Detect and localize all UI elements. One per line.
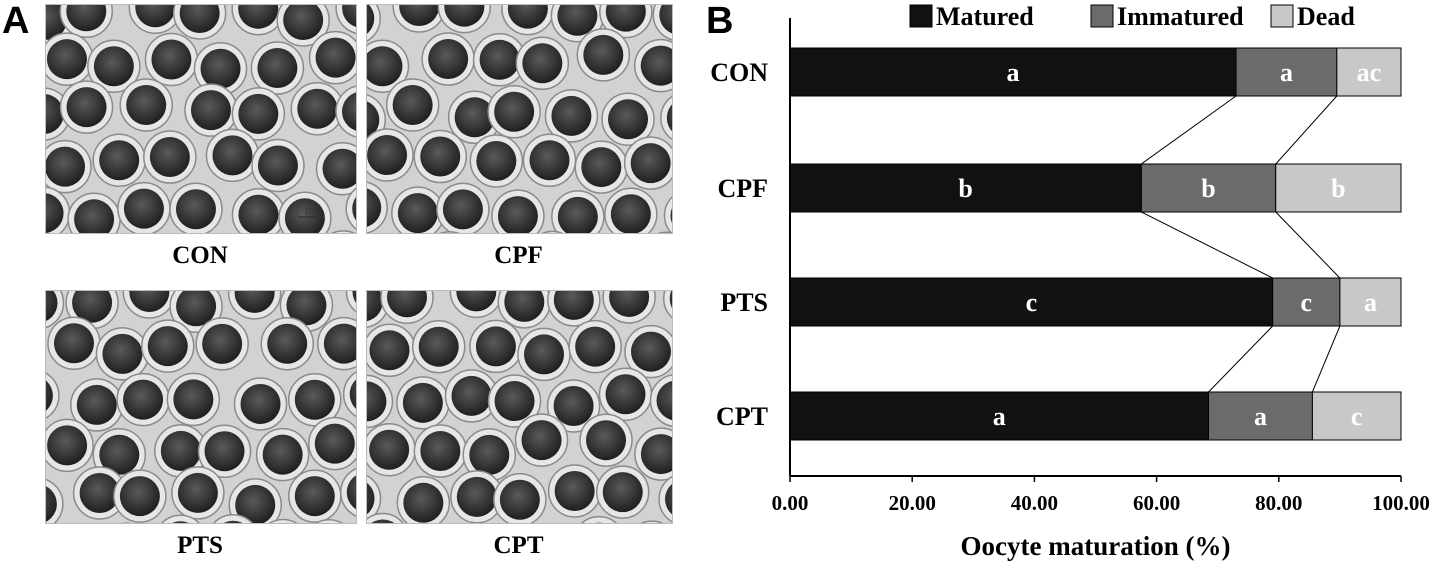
legend-swatch-immatured (1090, 4, 1114, 28)
panel-a-letter: A (2, 0, 30, 42)
micrograph-cpt (366, 290, 673, 524)
bar-letter-matured-pts: c (1026, 288, 1038, 317)
bar-immatured-cpf (1140, 163, 1277, 213)
scale-bar-label: 100 (304, 207, 318, 216)
legend-swatch-matured (909, 4, 933, 28)
x-tick-label: 40.00 (1011, 491, 1058, 515)
category-label-cpt: CPT (716, 402, 768, 431)
bar-letter-immatured-cpt: a (1254, 402, 1267, 431)
bar-matured-cpf (789, 163, 1142, 213)
x-tick-label: 0.00 (772, 491, 809, 515)
legend-swatch-dead (1270, 4, 1294, 28)
bar-matured-pts (789, 277, 1274, 327)
legend-label-matured: Matured (936, 2, 1034, 31)
bar-letter-matured-con: a (1007, 58, 1020, 87)
micrograph-label-con: CON (172, 242, 228, 269)
bar-letter-immatured-cpf: b (1201, 174, 1215, 203)
connector-line (1311, 325, 1341, 393)
bar-letter-immatured-pts: c (1301, 288, 1313, 317)
bar-letter-immatured-con: a (1280, 58, 1293, 87)
connector-line (1141, 211, 1273, 279)
category-label-cpf: CPF (717, 174, 768, 203)
connector-line (1141, 95, 1237, 165)
bar-matured-con (789, 47, 1237, 97)
bar-immatured-pts (1272, 277, 1341, 327)
category-label-con: CON (710, 58, 768, 87)
bar-letter-dead-pts: a (1364, 288, 1377, 317)
x-tick-label: 20.00 (889, 491, 936, 515)
x-tick-label: 60.00 (1133, 491, 1180, 515)
bar-letter-matured-cpt: a (993, 402, 1006, 431)
legend-label-immatured: Immatured (1117, 2, 1244, 31)
x-axis-title: Oocyte maturation (%) (961, 531, 1231, 561)
micrograph-label-pts: PTS (177, 532, 223, 559)
connector-line (1275, 95, 1338, 165)
micrograph-cpf (366, 4, 673, 234)
bar-matured-cpt (789, 391, 1210, 441)
x-tick-label: 80.00 (1255, 491, 1302, 515)
bar-letter-dead-con: ac (1357, 58, 1382, 87)
micrograph-label-cpt: CPT (493, 532, 544, 559)
bar-dead-cpt (1311, 391, 1402, 441)
x-tick-label: 100.00 (1372, 491, 1430, 515)
micrograph-label-cpf: CPF (494, 242, 543, 269)
bar-immatured-con (1235, 47, 1338, 97)
legend-label-dead: Dead (1297, 2, 1355, 31)
panel-b-letter: B (706, 0, 734, 42)
micrograph-pts (45, 290, 357, 524)
bar-dead-con (1336, 47, 1402, 97)
bar-letter-dead-cpf: b (1331, 174, 1345, 203)
bar-dead-pts (1339, 277, 1402, 327)
connector-line (1208, 325, 1274, 393)
connector-line (1275, 211, 1341, 279)
bar-immatured-cpt (1208, 391, 1313, 441)
bar-dead-cpf (1275, 163, 1402, 213)
micrograph-con: 100 (45, 4, 357, 234)
bar-letter-dead-cpt: c (1351, 402, 1363, 431)
category-label-pts: PTS (720, 288, 768, 317)
bar-letter-matured-cpf: b (958, 174, 972, 203)
